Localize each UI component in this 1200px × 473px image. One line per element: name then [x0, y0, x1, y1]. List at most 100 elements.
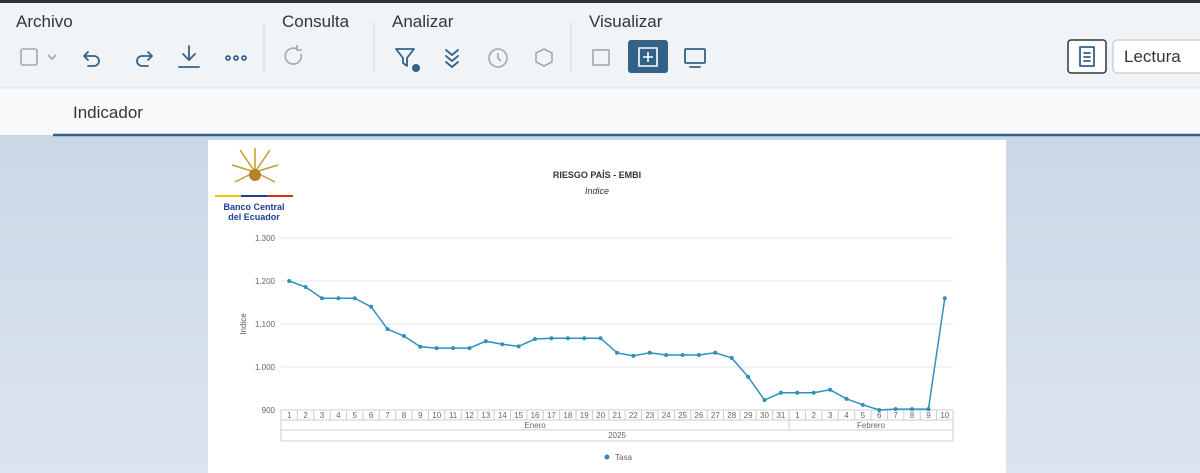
y-tick-label: 1.100 [255, 320, 276, 329]
point [483, 339, 488, 344]
x-tick-label: 13 [481, 411, 490, 420]
x-tick-label: 9 [926, 411, 931, 420]
point [516, 344, 521, 349]
x-tick-label: 6 [369, 411, 374, 420]
x-tick-label: 29 [744, 411, 753, 420]
point [434, 346, 439, 351]
point [844, 396, 849, 401]
legend-marker [604, 454, 610, 460]
x-tick-label: 2 [811, 411, 816, 420]
x-tick-label: 4 [336, 411, 341, 420]
point [877, 408, 882, 412]
point [647, 350, 652, 355]
x-tick-label: 8 [402, 411, 407, 420]
x-tick-label: 25 [678, 411, 687, 420]
point [828, 387, 833, 392]
point [287, 279, 292, 283]
x-tick-label: 18 [563, 411, 572, 420]
x-tick-label: 3 [320, 411, 325, 420]
group-label: Archivo [16, 12, 73, 31]
point [926, 407, 931, 412]
point [319, 296, 324, 301]
chart-subtitle: Indice [585, 186, 609, 196]
x-tick-label: 17 [547, 411, 556, 420]
x-tick-label: 31 [776, 411, 785, 420]
point [385, 327, 390, 332]
top-border [0, 0, 1200, 3]
x-tick-label: 21 [613, 411, 622, 420]
point [696, 352, 701, 357]
point [713, 350, 718, 355]
point [664, 352, 669, 357]
logo-text: Banco Central [223, 202, 284, 212]
x-tick-label: 7 [385, 411, 390, 420]
point [451, 346, 456, 351]
x-tick-label: 22 [629, 411, 638, 420]
point [549, 336, 554, 341]
x-tick-label: 1 [795, 411, 800, 420]
tab-bar [0, 88, 1200, 135]
logo [215, 148, 293, 197]
point [762, 398, 767, 403]
x-tick-label: 19 [580, 411, 589, 420]
chart-title: RIESGO PAÍS - EMBI [553, 170, 641, 180]
point [500, 342, 505, 347]
point [352, 296, 357, 301]
point [303, 285, 308, 290]
x-tick-label: 24 [662, 411, 671, 420]
group-label: Analizar [392, 12, 454, 31]
point [467, 346, 472, 351]
point [533, 337, 538, 342]
x-group-label: Enero [524, 421, 546, 430]
x-group-label: Febrero [857, 421, 886, 430]
separators [263, 22, 572, 72]
x-tick-label: 4 [844, 411, 849, 420]
x-tick-label: 6 [877, 411, 882, 420]
x-tick-label: 26 [694, 411, 703, 420]
group-label: Consulta [282, 12, 350, 31]
tab[interactable]: Indicador [73, 103, 143, 122]
x-tick-label: 16 [531, 411, 540, 420]
y-tick-label: 1.300 [255, 234, 276, 243]
legend-label: Tasa [615, 453, 632, 462]
point [631, 353, 636, 358]
y-tick-label: 1.200 [255, 277, 276, 286]
point [746, 374, 751, 379]
logo-text: del Ecuador [228, 212, 280, 222]
point [598, 336, 603, 341]
x-tick-label: 14 [498, 411, 507, 420]
toolbar-icons[interactable] [20, 39, 1200, 74]
x-tick-label: 2 [303, 411, 308, 420]
mode-select[interactable]: Lectura [1124, 47, 1181, 66]
x-super-label: 2025 [608, 431, 626, 440]
point [942, 296, 947, 301]
point [369, 304, 374, 309]
x-tick-label: 20 [596, 411, 605, 420]
point [418, 344, 423, 349]
x-tick-label: 11 [449, 411, 458, 420]
x-tick-label: 28 [727, 411, 736, 420]
x-tick-label: 30 [760, 411, 769, 420]
point [795, 390, 800, 395]
point [910, 407, 915, 412]
x-tick-label: 23 [645, 411, 654, 420]
x-tick-label: 12 [465, 411, 474, 420]
point [401, 334, 406, 339]
x-tick-label: 27 [711, 411, 720, 420]
point [893, 407, 898, 412]
point [811, 390, 816, 395]
point [615, 350, 619, 355]
point [860, 402, 865, 407]
point [582, 336, 587, 341]
y-tick-label: 900 [262, 406, 276, 415]
y-tick-label: 1.000 [255, 363, 276, 372]
x-tick-label: 7 [893, 411, 898, 420]
x-tick-label: 5 [353, 411, 358, 420]
x-tick-label: 10 [432, 411, 441, 420]
group-label: Visualizar [589, 12, 663, 31]
y-axis-label: Indice [239, 313, 248, 335]
x-tick-label: 5 [861, 411, 866, 420]
x-tick-label: 15 [514, 411, 523, 420]
x-tick-label: 10 [940, 411, 949, 420]
